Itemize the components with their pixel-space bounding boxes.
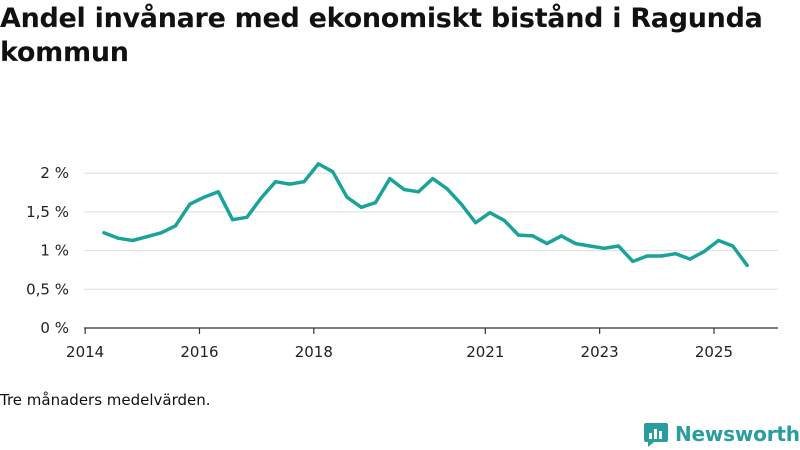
y-tick-label: 1 % <box>40 242 69 260</box>
data-point <box>674 252 678 256</box>
data-point <box>131 238 135 243</box>
data-point <box>659 254 664 258</box>
data-point <box>331 170 335 174</box>
data-point <box>216 190 220 194</box>
data-point <box>373 201 378 205</box>
data-point <box>516 233 521 237</box>
data-point <box>474 221 478 225</box>
data-point <box>202 195 206 199</box>
data-point <box>116 236 120 240</box>
y-tick-label: 2 % <box>40 164 69 182</box>
data-point <box>173 224 178 228</box>
chart-title: Andel invånare med ekonomiskt bistånd i … <box>0 3 763 68</box>
data-point <box>716 238 721 243</box>
data-point <box>159 231 163 235</box>
data-point <box>402 187 406 192</box>
data-point <box>574 242 578 246</box>
x-tick-label: 2016 <box>180 343 218 361</box>
data-point <box>531 234 535 238</box>
data-point <box>745 263 749 267</box>
data-point <box>559 234 563 238</box>
data-point <box>459 202 463 206</box>
y-tick-label: 1,5 % <box>26 203 69 221</box>
data-point <box>188 202 192 206</box>
series-line <box>102 162 749 268</box>
data-point <box>602 246 606 250</box>
series-layer <box>102 162 749 268</box>
data-point <box>316 162 320 166</box>
data-point <box>488 211 492 215</box>
data-point <box>631 259 635 263</box>
x-tick-label: 2018 <box>295 343 333 361</box>
x-tick-label: 2021 <box>466 343 504 361</box>
data-point <box>645 254 649 258</box>
data-point <box>145 235 149 239</box>
brand-logo[interactable]: Newsworthy <box>643 420 800 448</box>
data-point <box>616 244 621 248</box>
data-point <box>388 177 392 181</box>
data-point <box>731 244 735 248</box>
data-point <box>273 180 278 184</box>
newsworthy-logo-icon <box>644 423 668 447</box>
gridlines <box>84 172 778 290</box>
data-point <box>416 190 420 194</box>
data-point <box>359 205 363 209</box>
data-point <box>231 218 235 222</box>
x-tick-label: 2023 <box>581 343 619 361</box>
data-point <box>288 182 292 186</box>
data-point <box>345 195 349 199</box>
y-tick-label: 0,5 % <box>26 280 69 298</box>
chart-caption: Tre månaders medelvärden. <box>0 391 211 409</box>
x-axis <box>84 327 778 334</box>
data-point <box>302 180 306 184</box>
data-point <box>259 196 263 200</box>
x-tick-label: 2014 <box>66 343 104 361</box>
data-point <box>688 257 692 261</box>
brand-name: Newsworthy <box>675 422 800 446</box>
data-point <box>445 187 449 191</box>
data-point <box>245 215 249 219</box>
data-point <box>431 177 435 181</box>
data-point <box>502 218 506 222</box>
data-point <box>702 249 706 253</box>
data-point <box>588 244 592 248</box>
data-point <box>102 231 106 235</box>
x-tick-label: 2025 <box>695 343 733 361</box>
y-tick-label: 0 % <box>40 319 69 337</box>
data-point <box>545 242 549 246</box>
tick-labels: 0 % 0,5 % 1 % 1,5 % 2 % 2014 2016 2018 2021 2023 2… <box>26 164 733 361</box>
